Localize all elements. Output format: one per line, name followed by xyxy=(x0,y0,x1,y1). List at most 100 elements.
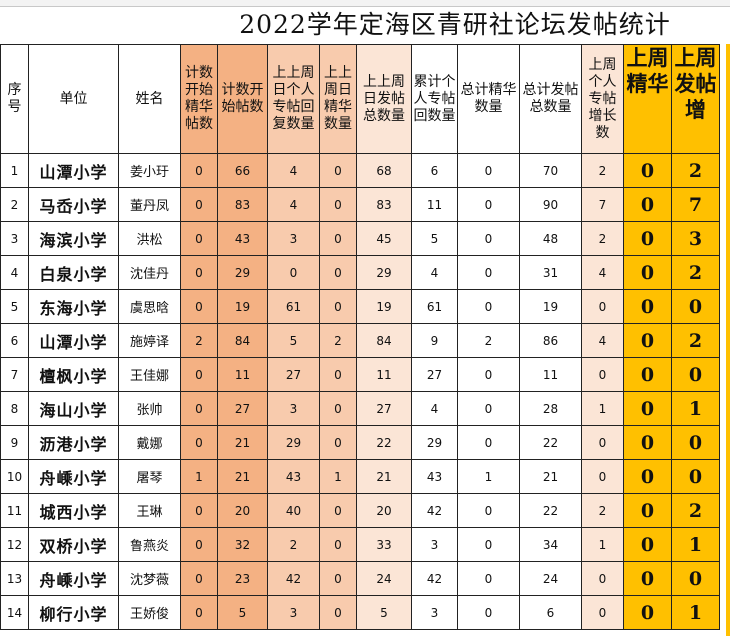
cell-total-posts[interactable]: 31 xyxy=(519,255,582,290)
header-total-posts[interactable]: 总计发帖总数量 xyxy=(519,44,582,154)
cell-week-growth[interactable]: 2 xyxy=(581,153,624,188)
cell-week-posts[interactable]: 1 xyxy=(671,595,720,630)
cell-index[interactable]: 9 xyxy=(0,425,29,460)
header-week-growth[interactable]: 上周个人专帖增长数 xyxy=(581,44,624,154)
cell-week-posts[interactable]: 2 xyxy=(671,323,720,358)
cell-week-posts[interactable]: 2 xyxy=(671,255,720,290)
cell-name[interactable]: 张帅 xyxy=(118,391,181,426)
cell-week-essence[interactable]: 0 xyxy=(623,391,672,426)
cell-week-growth[interactable]: 0 xyxy=(581,357,624,392)
cell-start-posts[interactable]: 21 xyxy=(217,459,268,494)
cell-week-essence[interactable]: 0 xyxy=(623,425,672,460)
cell-cum-replies[interactable]: 4 xyxy=(411,391,458,426)
cell-prev-total[interactable]: 68 xyxy=(356,153,412,188)
cell-prev-replies[interactable]: 3 xyxy=(267,595,320,630)
cell-cum-replies[interactable]: 5 xyxy=(411,221,458,256)
cell-week-essence[interactable]: 0 xyxy=(623,357,672,392)
cell-cum-replies[interactable]: 27 xyxy=(411,357,458,392)
cell-total-posts[interactable]: 70 xyxy=(519,153,582,188)
header-week-posts[interactable]: 上周发帖增 xyxy=(671,44,720,154)
cell-prev-total[interactable]: 11 xyxy=(356,357,412,392)
cell-prev-replies[interactable]: 3 xyxy=(267,391,320,426)
cell-prev-essence[interactable]: 0 xyxy=(319,391,357,426)
cell-week-essence[interactable]: 0 xyxy=(623,153,672,188)
cell-week-posts[interactable]: 0 xyxy=(671,561,720,596)
cell-week-essence[interactable]: 0 xyxy=(623,595,672,630)
cell-name[interactable]: 虞思晗 xyxy=(118,289,181,324)
cell-cum-replies[interactable]: 3 xyxy=(411,595,458,630)
cell-week-growth[interactable]: 2 xyxy=(581,493,624,528)
cell-name[interactable]: 沈梦薇 xyxy=(118,561,181,596)
cell-school[interactable]: 山潭小学 xyxy=(28,323,119,358)
cell-prev-total[interactable]: 84 xyxy=(356,323,412,358)
cell-school[interactable]: 沥港小学 xyxy=(28,425,119,460)
cell-start-essence[interactable]: 0 xyxy=(180,493,218,528)
cell-cum-replies[interactable]: 61 xyxy=(411,289,458,324)
cell-total-posts[interactable]: 6 xyxy=(519,595,582,630)
cell-cum-replies[interactable]: 29 xyxy=(411,425,458,460)
cell-prev-total[interactable]: 24 xyxy=(356,561,412,596)
cell-start-posts[interactable]: 43 xyxy=(217,221,268,256)
cell-prev-essence[interactable]: 1 xyxy=(319,459,357,494)
cell-week-posts[interactable]: 0 xyxy=(671,459,720,494)
cell-name[interactable]: 王佳娜 xyxy=(118,357,181,392)
cell-start-posts[interactable]: 21 xyxy=(217,425,268,460)
header-cum-replies[interactable]: 累计个人专帖回数量 xyxy=(411,44,458,154)
cell-prev-replies[interactable]: 42 xyxy=(267,561,320,596)
cell-prev-replies[interactable]: 2 xyxy=(267,527,320,562)
cell-total-posts[interactable]: 48 xyxy=(519,221,582,256)
cell-week-essence[interactable]: 0 xyxy=(623,323,672,358)
cell-week-posts[interactable]: 3 xyxy=(671,221,720,256)
cell-week-growth[interactable]: 0 xyxy=(581,595,624,630)
cell-start-posts[interactable]: 66 xyxy=(217,153,268,188)
cell-total-essence[interactable]: 0 xyxy=(457,187,520,222)
cell-start-essence[interactable]: 0 xyxy=(180,561,218,596)
cell-week-growth[interactable]: 1 xyxy=(581,527,624,562)
cell-school[interactable]: 马岙小学 xyxy=(28,187,119,222)
cell-start-essence[interactable]: 0 xyxy=(180,357,218,392)
cell-school[interactable]: 舟嵊小学 xyxy=(28,459,119,494)
cell-prev-total[interactable]: 20 xyxy=(356,493,412,528)
cell-week-growth[interactable]: 0 xyxy=(581,425,624,460)
cell-prev-total[interactable]: 5 xyxy=(356,595,412,630)
cell-index[interactable]: 1 xyxy=(0,153,29,188)
cell-week-posts[interactable]: 0 xyxy=(671,289,720,324)
cell-prev-essence[interactable]: 0 xyxy=(319,221,357,256)
cell-index[interactable]: 3 xyxy=(0,221,29,256)
cell-school[interactable]: 舟嵊小学 xyxy=(28,561,119,596)
cell-total-essence[interactable]: 0 xyxy=(457,357,520,392)
cell-prev-essence[interactable]: 2 xyxy=(319,323,357,358)
cell-start-posts[interactable]: 23 xyxy=(217,561,268,596)
header-total-essence[interactable]: 总计精华数量 xyxy=(457,44,520,154)
cell-cum-replies[interactable]: 43 xyxy=(411,459,458,494)
cell-total-essence[interactable]: 0 xyxy=(457,289,520,324)
cell-total-posts[interactable]: 11 xyxy=(519,357,582,392)
cell-name[interactable]: 鲁燕炎 xyxy=(118,527,181,562)
cell-prev-essence[interactable]: 0 xyxy=(319,425,357,460)
cell-prev-essence[interactable]: 0 xyxy=(319,357,357,392)
cell-week-posts[interactable]: 0 xyxy=(671,425,720,460)
cell-prev-essence[interactable]: 0 xyxy=(319,289,357,324)
cell-start-essence[interactable]: 2 xyxy=(180,323,218,358)
cell-week-posts[interactable]: 0 xyxy=(671,357,720,392)
cell-start-essence[interactable]: 0 xyxy=(180,221,218,256)
cell-index[interactable]: 7 xyxy=(0,357,29,392)
cell-week-growth[interactable]: 0 xyxy=(581,459,624,494)
cell-cum-replies[interactable]: 42 xyxy=(411,493,458,528)
cell-week-posts[interactable]: 2 xyxy=(671,153,720,188)
cell-prev-replies[interactable]: 3 xyxy=(267,221,320,256)
cell-total-essence[interactable]: 1 xyxy=(457,459,520,494)
cell-prev-total[interactable]: 22 xyxy=(356,425,412,460)
cell-school[interactable]: 白泉小学 xyxy=(28,255,119,290)
cell-week-essence[interactable]: 0 xyxy=(623,561,672,596)
cell-name[interactable]: 戴娜 xyxy=(118,425,181,460)
cell-prev-essence[interactable]: 0 xyxy=(319,153,357,188)
cell-week-growth[interactable]: 0 xyxy=(581,561,624,596)
cell-week-growth[interactable]: 4 xyxy=(581,323,624,358)
cell-prev-essence[interactable]: 0 xyxy=(319,561,357,596)
cell-cum-replies[interactable]: 3 xyxy=(411,527,458,562)
cell-week-essence[interactable]: 0 xyxy=(623,527,672,562)
cell-total-posts[interactable]: 34 xyxy=(519,527,582,562)
cell-total-posts[interactable]: 86 xyxy=(519,323,582,358)
cell-total-posts[interactable]: 24 xyxy=(519,561,582,596)
